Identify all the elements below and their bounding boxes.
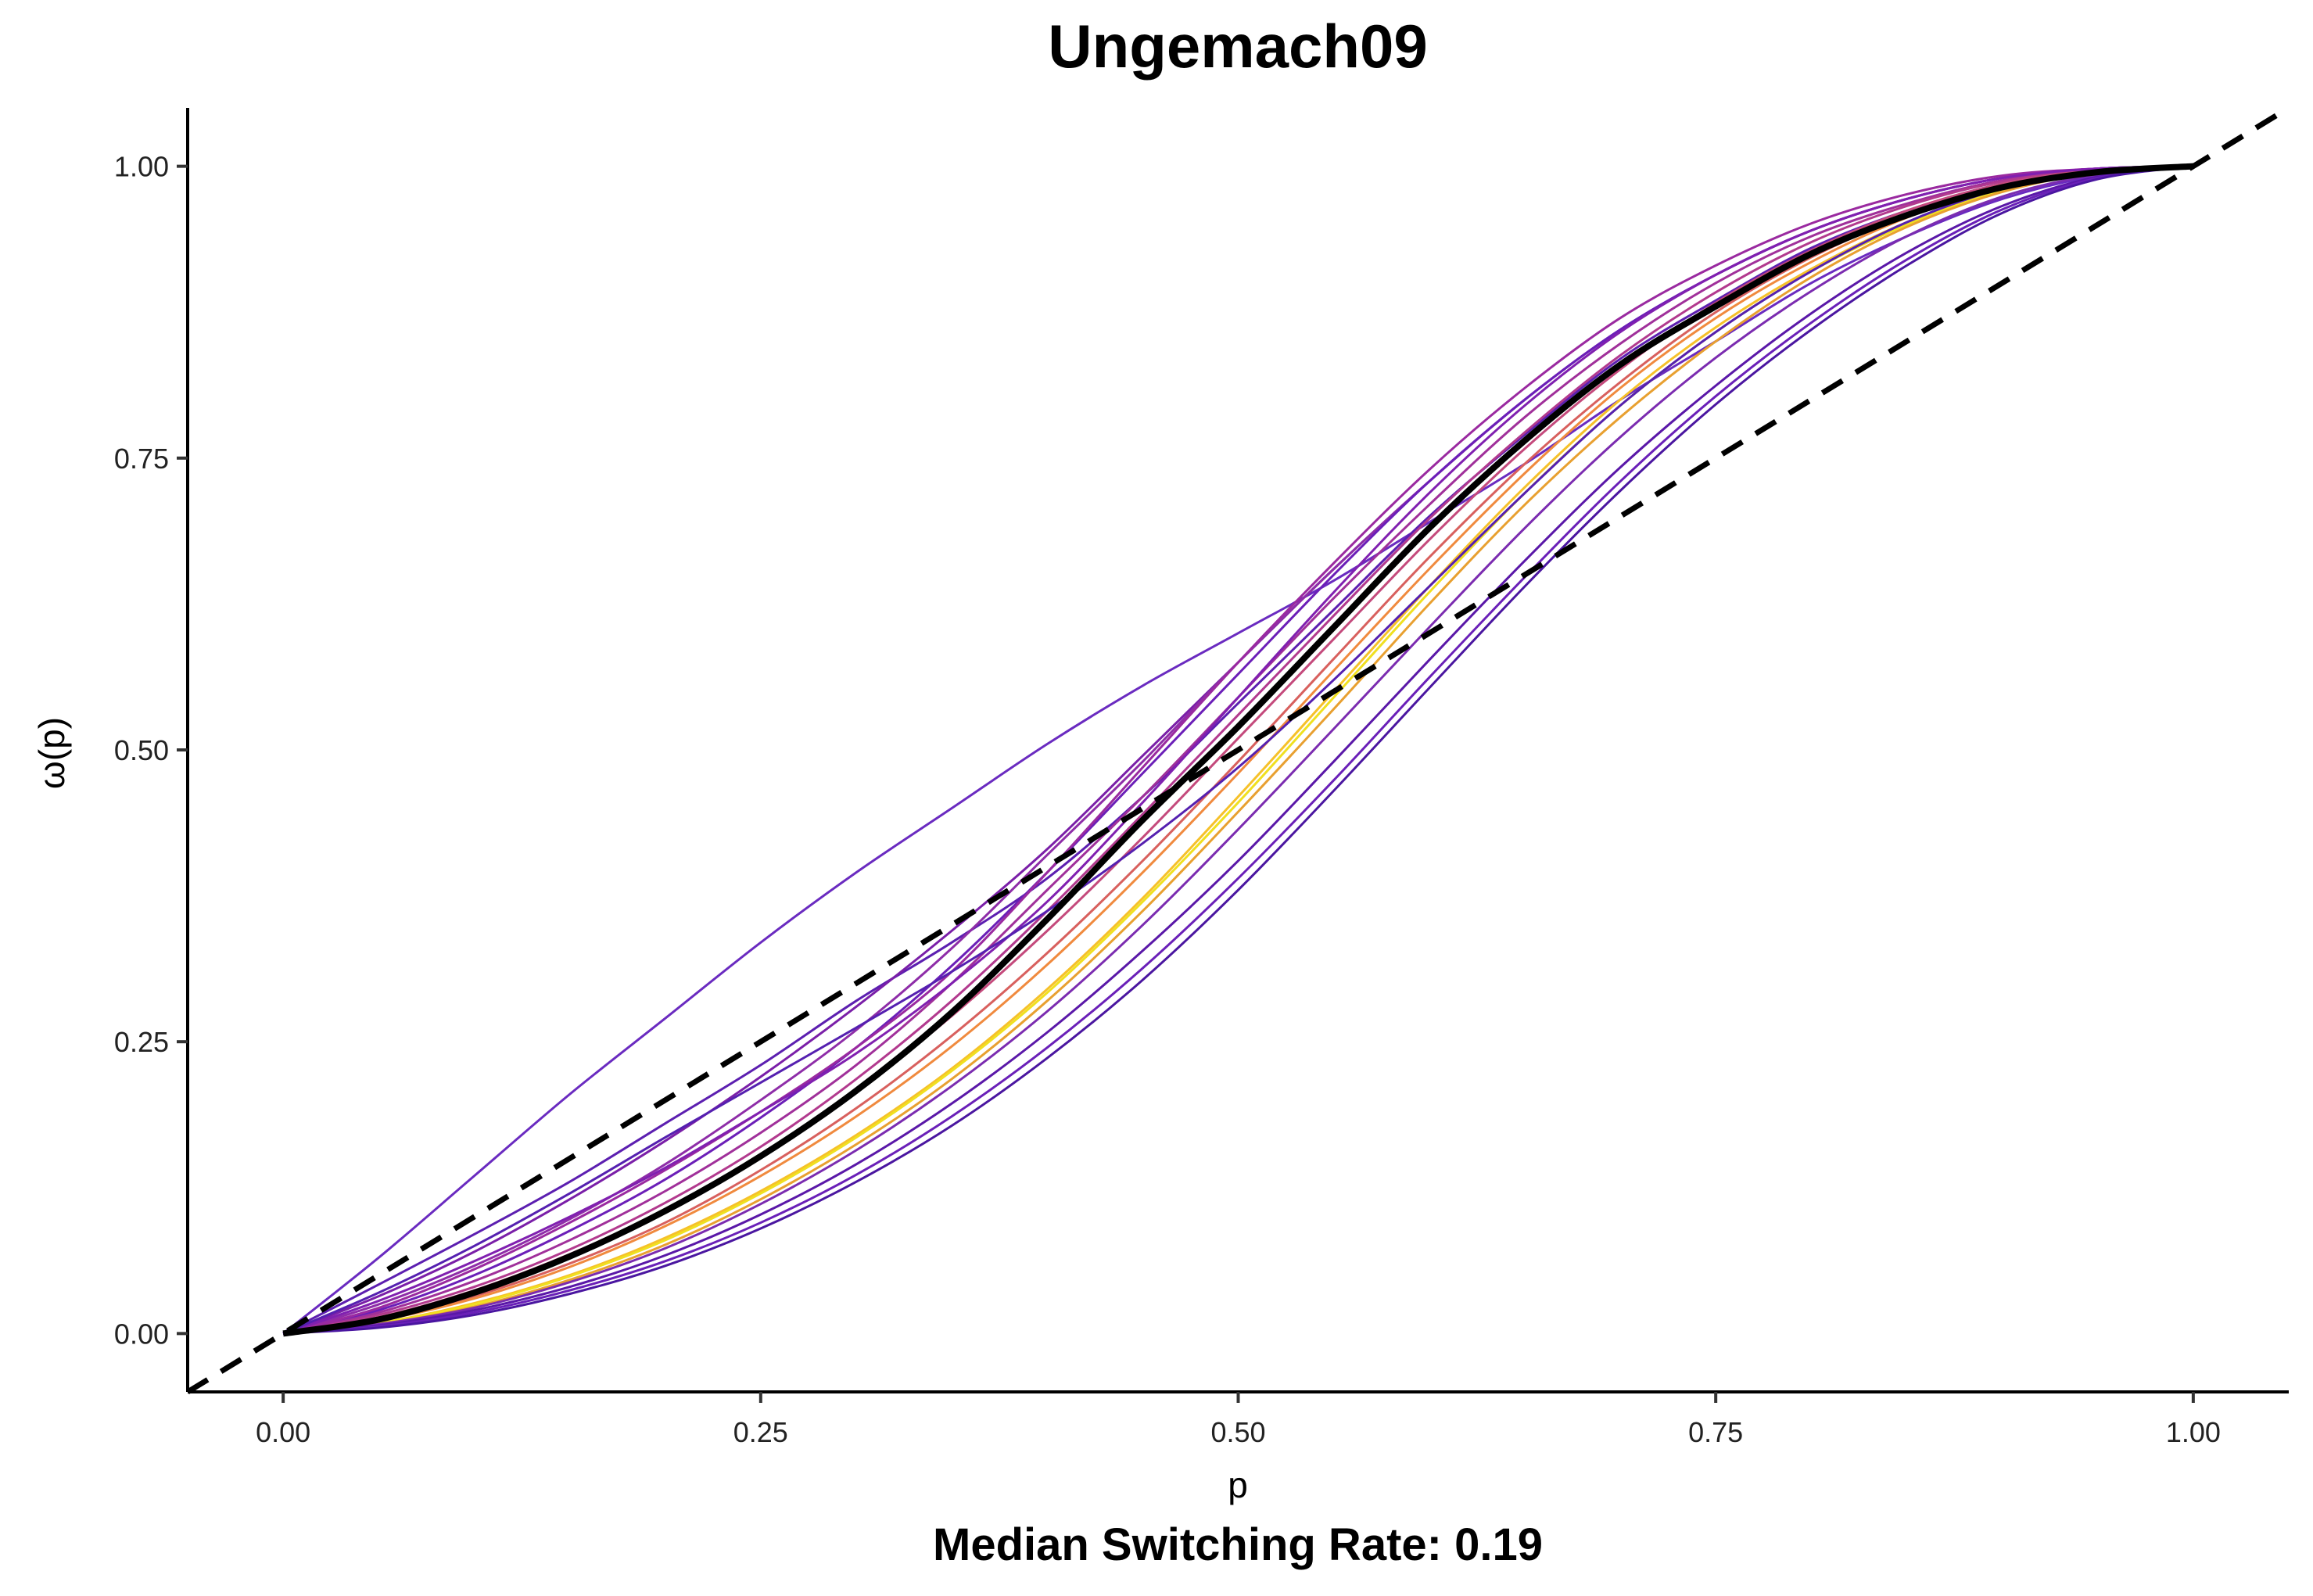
y-tick-label: 0.75 [114, 443, 169, 475]
series-line-7 [282, 165, 2193, 1335]
series-line-10 [282, 165, 2193, 1335]
x-tick-label: 0.25 [733, 1416, 788, 1448]
x-axis-ticks: 0.00 0.25 0.50 0.75 1.00 [256, 1392, 2221, 1448]
identity-reference-line [186, 106, 2290, 1394]
chart-caption: Median Switching Rate: 0.19 [933, 1519, 1543, 1570]
chart-title: Ungemach09 [1048, 12, 1428, 81]
series-line-17 [283, 165, 2194, 1335]
series-line-20 [282, 165, 2193, 1335]
series-line-14 [282, 165, 2193, 1335]
y-tick-label: 1.00 [114, 151, 169, 183]
series-line-19 [282, 165, 2193, 1335]
series-line-18 [282, 165, 2193, 1335]
x-axis-label: p [1228, 1465, 1248, 1505]
dashed-diagonal-line [186, 106, 2290, 1394]
x-tick-label: 1.00 [2166, 1416, 2221, 1448]
x-tick-label: 0.00 [256, 1416, 310, 1448]
y-tick-label: 0.50 [114, 734, 169, 766]
y-tick-label: 0.25 [114, 1026, 169, 1058]
y-tick-label: 0.00 [114, 1318, 169, 1350]
series-line-1 [282, 165, 2194, 1335]
y-axis-label: ω(p) [31, 717, 72, 789]
series-line-15 [283, 165, 2194, 1335]
y-axis-ticks: 0.00 0.25 0.50 0.75 1.00 [114, 151, 188, 1350]
x-tick-label: 0.75 [1688, 1416, 1743, 1448]
x-tick-label: 0.50 [1210, 1416, 1265, 1448]
median-curve [282, 163, 2194, 1337]
median-curve-line [282, 163, 2194, 1337]
series-line-13 [282, 165, 2193, 1335]
series-line-16 [283, 165, 2194, 1335]
